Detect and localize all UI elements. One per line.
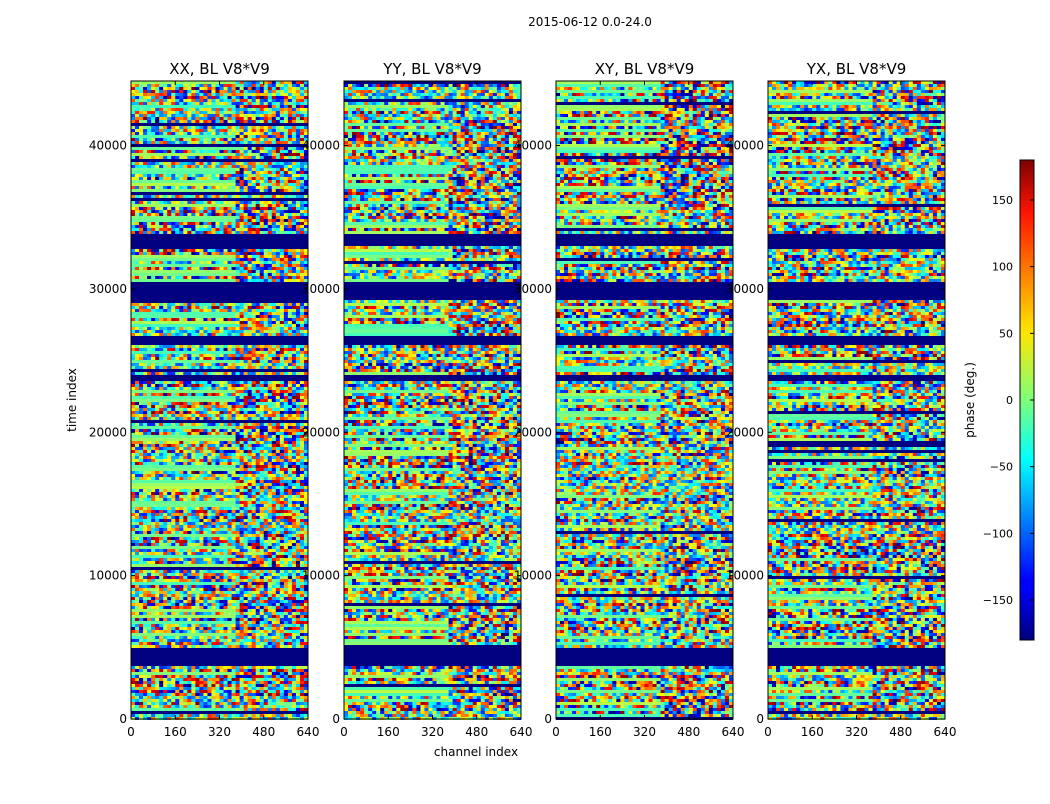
x-tick-label: 160 xyxy=(801,725,824,739)
panels: XX, BL V8*V9 0 160 320 480 640 0 10000 20000 3000… xyxy=(89,60,957,739)
colorbar-tick-label: −50 xyxy=(990,461,1013,474)
x-tick-label: 0 xyxy=(552,725,560,739)
x-axis-label: channel index xyxy=(434,745,518,759)
heatmap-image xyxy=(131,81,308,720)
panel-title: XY, BL V8*V9 xyxy=(595,60,695,78)
y-tick-label: 40000 xyxy=(89,139,127,153)
x-tick-label: 640 xyxy=(510,725,533,739)
colorbar-tick-label: −150 xyxy=(983,594,1013,607)
y-tick-label: 0 xyxy=(756,712,764,726)
colorbar-label: phase (deg.) xyxy=(963,362,977,438)
y-tick-label: 30000 xyxy=(302,282,340,296)
panel-3: XY, BL V8*V9 0 160 320 480 640 0 10000 20000 3000… xyxy=(514,60,745,739)
y-tick-label: 30000 xyxy=(514,282,552,296)
panel-title: YX, BL V8*V9 xyxy=(806,60,907,78)
x-tick-label: 640 xyxy=(722,725,745,739)
x-tick-label: 640 xyxy=(297,725,320,739)
y-tick-label: 10000 xyxy=(89,569,127,583)
y-tick-label: 0 xyxy=(544,712,552,726)
panel-title: XX, BL V8*V9 xyxy=(169,60,270,78)
y-tick-label: 0 xyxy=(332,712,340,726)
y-tick-label: 40000 xyxy=(302,139,340,153)
y-tick-label: 30000 xyxy=(726,282,764,296)
y-tick-label: 20000 xyxy=(726,425,764,439)
colorbar-tick-label: 0 xyxy=(1006,394,1013,407)
y-tick-label: 10000 xyxy=(514,569,552,583)
x-tick-label: 640 xyxy=(934,725,957,739)
y-tick-label: 20000 xyxy=(514,425,552,439)
y-tick-label: 10000 xyxy=(726,569,764,583)
x-tick-label: 320 xyxy=(208,725,231,739)
x-tick-label: 0 xyxy=(127,725,135,739)
figure-suptitle: 2015-06-12 0.0-24.0 xyxy=(528,15,652,29)
colorbar-tick-label: −100 xyxy=(983,527,1013,540)
x-tick-label: 480 xyxy=(889,725,912,739)
panel-1: XX, BL V8*V9 0 160 320 480 640 0 10000 20000 3000… xyxy=(89,60,320,739)
colorbar-tick-label: 150 xyxy=(992,194,1013,207)
x-tick-label: 160 xyxy=(164,725,187,739)
panel-title: YY, BL V8*V9 xyxy=(382,60,481,78)
panel-2: YY, BL V8*V9 0 160 320 480 640 0 10000 20000 3000… xyxy=(302,60,533,739)
panel-4: YX, BL V8*V9 0 160 320 480 640 0 10000 20000 3000… xyxy=(726,60,957,739)
x-tick-label: 320 xyxy=(845,725,868,739)
colorbar: −150 −100 −50 0 50 100 150 phase (deg.) xyxy=(963,160,1034,640)
x-tick-label: 0 xyxy=(340,725,348,739)
y-tick-label: 30000 xyxy=(89,282,127,296)
y-axis-label: time index xyxy=(65,368,79,432)
x-tick-label: 160 xyxy=(377,725,400,739)
y-tick-label: 40000 xyxy=(514,139,552,153)
x-tick-label: 480 xyxy=(677,725,700,739)
x-tick-label: 320 xyxy=(633,725,656,739)
y-tick-label: 20000 xyxy=(89,425,127,439)
y-tick-label: 10000 xyxy=(302,569,340,583)
x-tick-label: 0 xyxy=(764,725,772,739)
y-tick-label: 20000 xyxy=(302,425,340,439)
x-tick-label: 480 xyxy=(252,725,275,739)
y-tick-label: 0 xyxy=(119,712,127,726)
heatmap-image xyxy=(344,81,521,720)
heatmap-image xyxy=(556,81,733,720)
x-tick-label: 480 xyxy=(465,725,488,739)
heatmap-image xyxy=(768,81,945,720)
colorbar-tick-label: 50 xyxy=(999,327,1013,340)
x-tick-label: 320 xyxy=(421,725,444,739)
y-tick-label: 40000 xyxy=(726,139,764,153)
colorbar-tick-label: 100 xyxy=(992,261,1013,274)
x-tick-label: 160 xyxy=(589,725,612,739)
